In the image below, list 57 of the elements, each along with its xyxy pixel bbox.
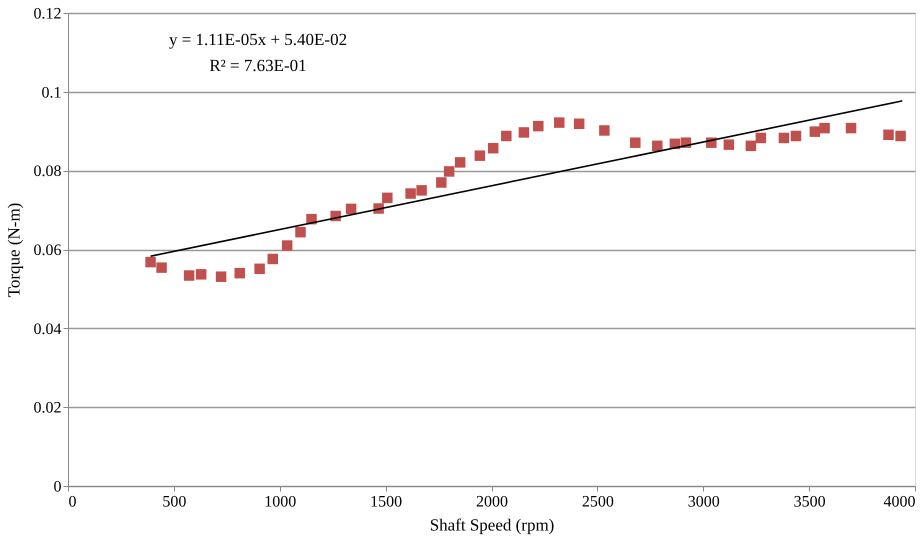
point <box>790 130 802 142</box>
point <box>724 139 734 150</box>
point <box>436 177 447 188</box>
point <box>756 132 766 144</box>
point <box>846 122 856 134</box>
x-tick-label: 1500 <box>370 494 402 510</box>
point <box>405 188 416 199</box>
point <box>533 120 544 132</box>
x-tick-label: 500 <box>162 494 186 510</box>
x-tick-label: 2000 <box>476 494 508 510</box>
point <box>518 127 530 138</box>
point <box>216 271 226 282</box>
point <box>574 118 584 130</box>
y-tick-label: 0.08 <box>34 163 62 180</box>
x-tick-label: 2500 <box>582 494 614 510</box>
point <box>599 125 610 136</box>
x-tick-label: 3000 <box>688 494 720 510</box>
point <box>382 192 393 204</box>
point <box>282 240 292 251</box>
y-tick-label: 0.12 <box>34 6 62 22</box>
point <box>554 117 565 128</box>
point <box>488 142 498 154</box>
point <box>474 150 486 161</box>
point <box>184 270 194 281</box>
point <box>254 264 265 274</box>
y-tick-label: 0 <box>54 478 62 496</box>
point <box>444 166 454 177</box>
point <box>501 130 512 142</box>
point <box>268 254 278 264</box>
y-axis-title: Torque (N-m) <box>4 202 24 298</box>
point <box>346 204 356 214</box>
x-tick-label: 1000 <box>264 494 296 510</box>
point <box>295 226 306 238</box>
point <box>156 262 167 273</box>
point <box>819 122 830 134</box>
point <box>454 157 466 168</box>
point <box>883 130 894 140</box>
point <box>810 126 820 137</box>
point <box>196 269 206 280</box>
y-tick-label: 0.06 <box>34 242 62 259</box>
point <box>630 137 641 148</box>
y-tick-label: 0.02 <box>34 400 62 417</box>
y-tick-label: 0.1 <box>42 84 62 102</box>
annotation: y = 1.11E-05x + 5.40E-02 <box>168 30 348 49</box>
point <box>778 132 790 144</box>
x-axis-title: Shaft Speed (rpm) <box>430 516 554 534</box>
x-tick-label: 3500 <box>794 494 826 510</box>
point <box>234 268 245 278</box>
y-tick-label: 0.04 <box>34 320 62 338</box>
point <box>746 140 756 152</box>
point <box>416 185 427 196</box>
point <box>652 140 663 152</box>
x-tick-label: 4000 <box>884 494 916 510</box>
point <box>145 256 156 268</box>
x-tick-label: 0 <box>68 494 76 510</box>
annotation: R² = 7.63E-01 <box>209 56 307 75</box>
point <box>895 130 906 142</box>
